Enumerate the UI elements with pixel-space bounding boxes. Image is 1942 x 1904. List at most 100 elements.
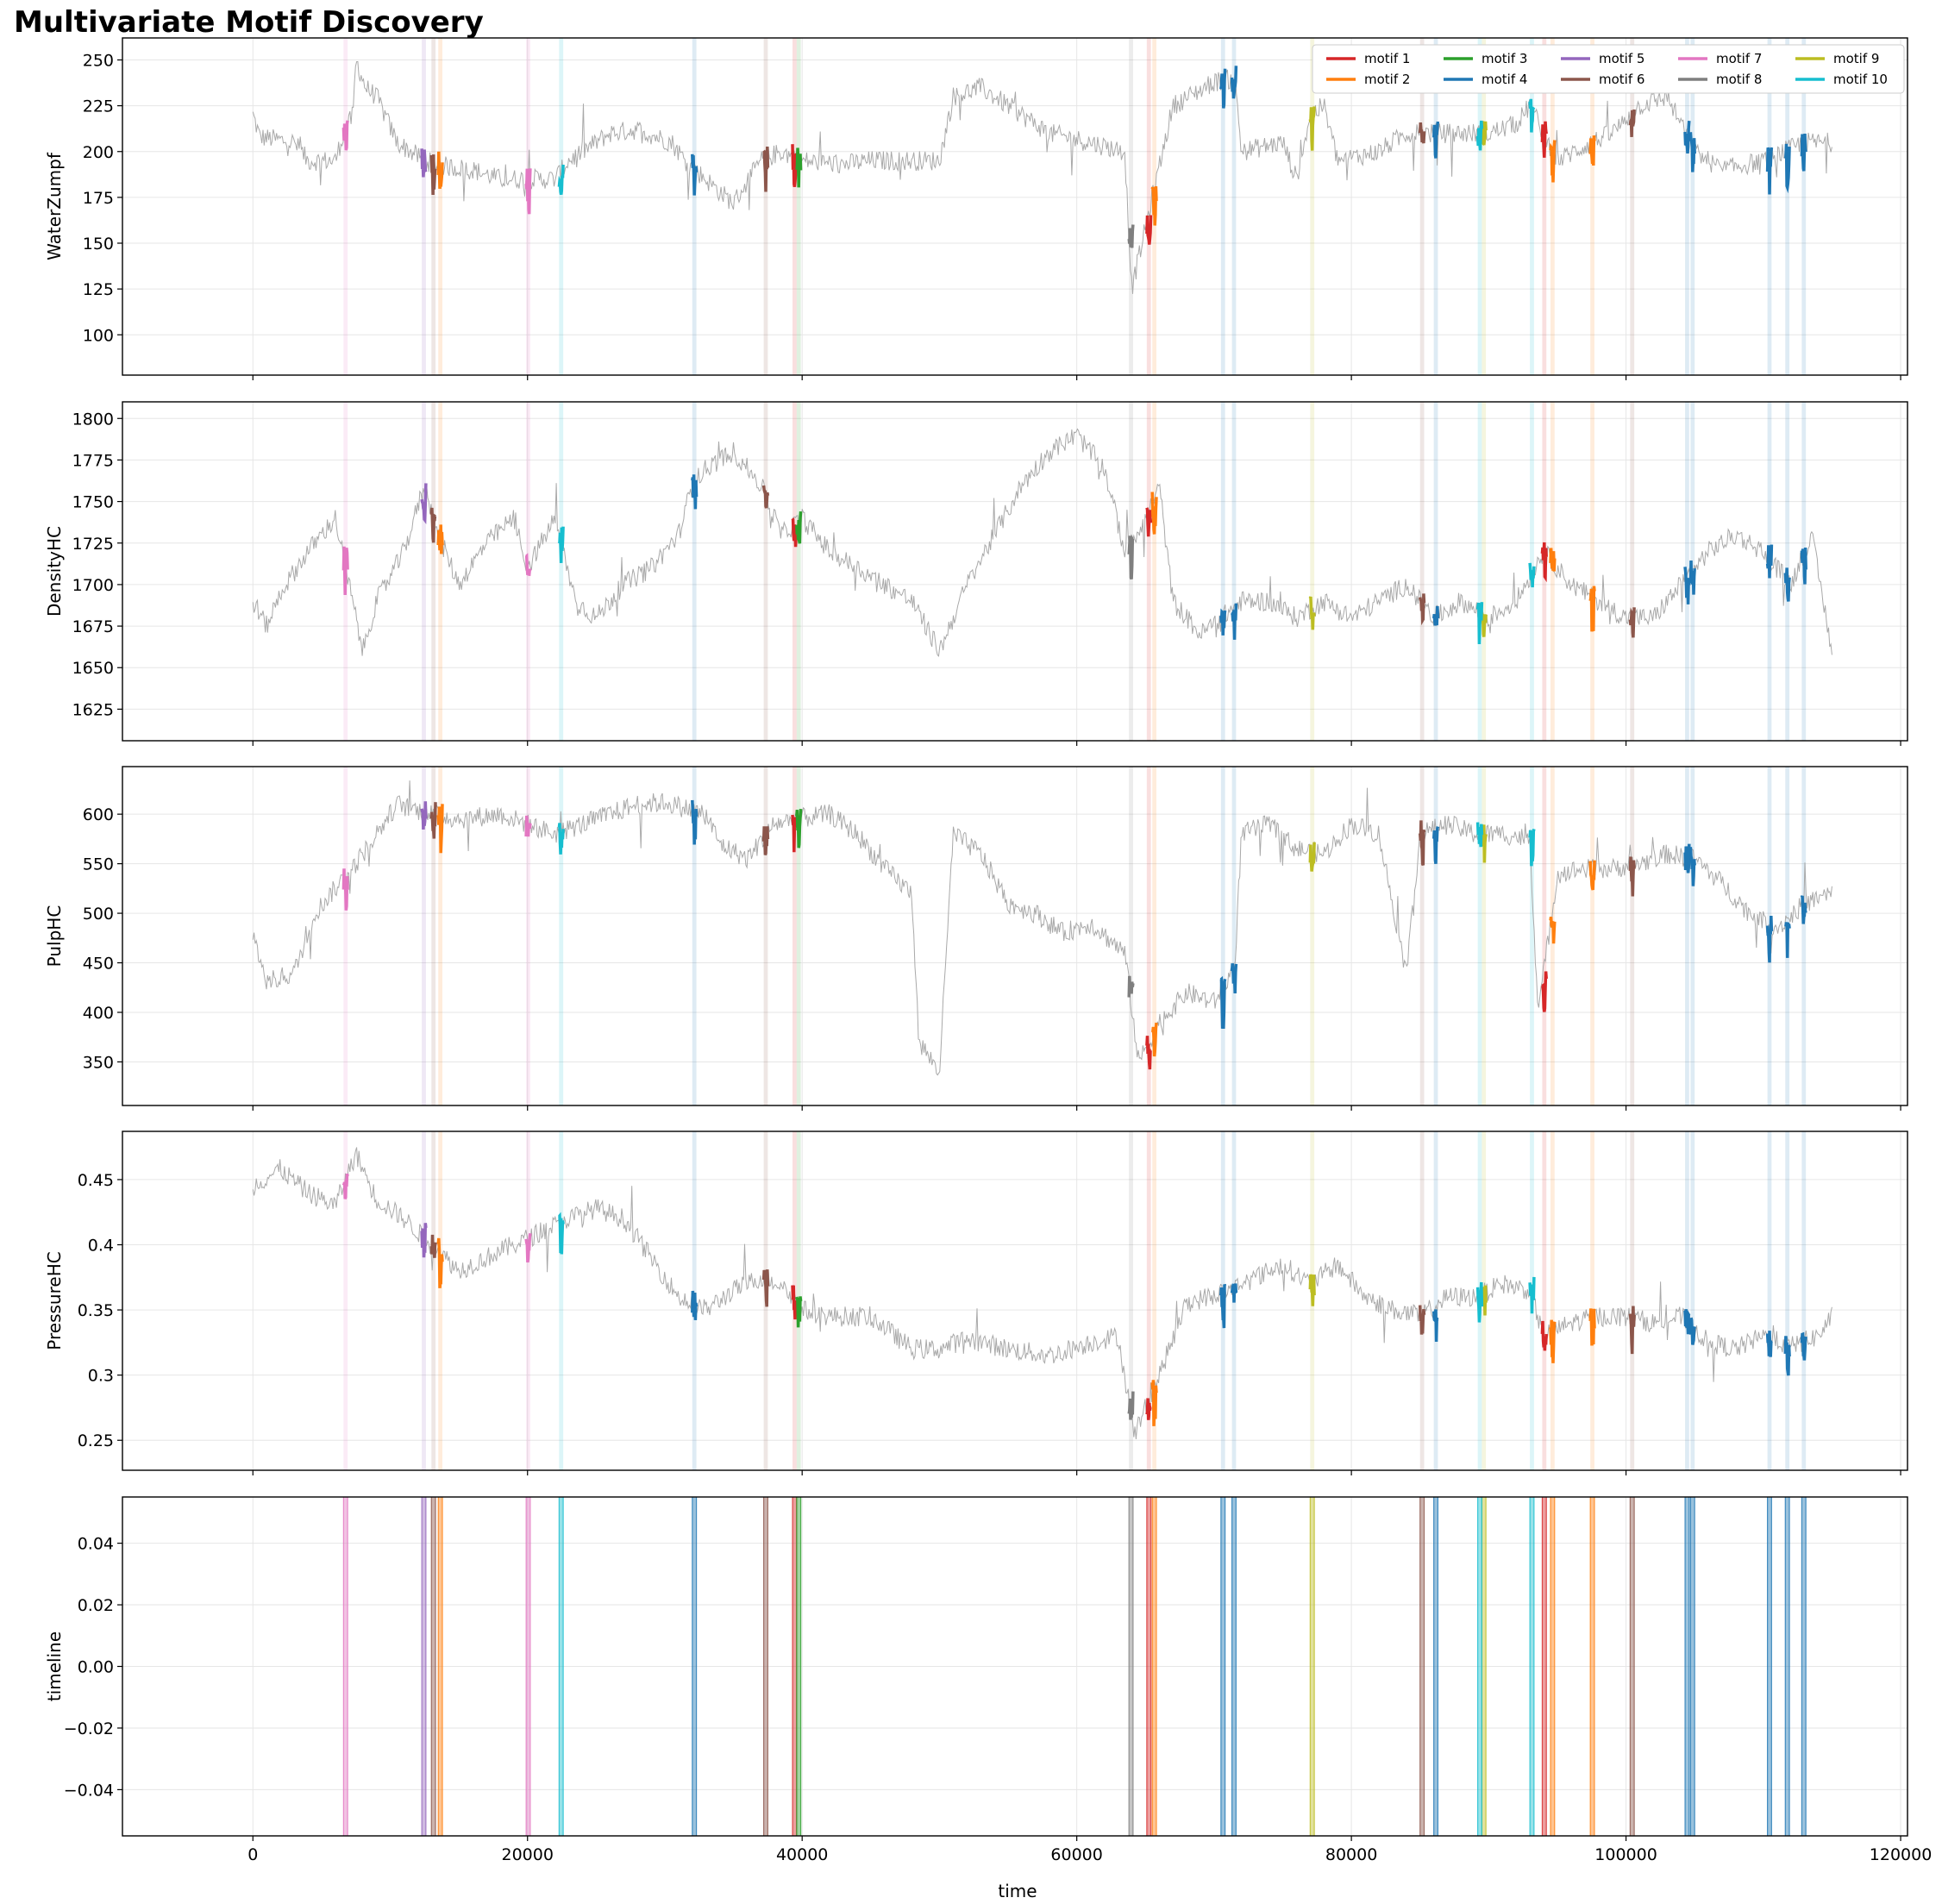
motif-span	[1685, 1497, 1689, 1836]
motif-span	[431, 1131, 436, 1470]
motif-span	[1152, 1131, 1157, 1470]
y-tick-label: 1675	[72, 617, 114, 636]
motif-segment	[1540, 121, 1548, 158]
motif-span	[1801, 1497, 1807, 1836]
motif-span	[1310, 767, 1315, 1105]
motif-segment	[1800, 1331, 1807, 1361]
y-tick-label: 500	[83, 905, 114, 924]
motif-span	[796, 38, 801, 375]
motif-segment	[1150, 492, 1158, 535]
y-tick-label: 200	[83, 143, 114, 162]
y-tick-label: 550	[83, 855, 114, 874]
motif-segment	[1145, 215, 1153, 245]
motif-span	[1590, 1131, 1594, 1470]
motif-segment	[1688, 561, 1696, 595]
motif-span	[1542, 38, 1547, 375]
y-axis-label: WaterZumpf	[44, 152, 65, 260]
motif-span	[1767, 1497, 1772, 1836]
y-tick-label: 150	[83, 235, 114, 254]
motif-span	[1477, 767, 1482, 1105]
motif-span	[692, 767, 697, 1105]
motif-span	[763, 402, 768, 741]
motif-span	[1590, 38, 1594, 375]
motif-span	[526, 1131, 530, 1470]
panel-frame	[122, 37, 1908, 376]
motif-span	[1685, 767, 1689, 1105]
panel-frame	[122, 401, 1908, 742]
y-tick-label: 400	[83, 1004, 114, 1023]
signal-line	[252, 780, 1832, 1076]
motif-segment	[691, 153, 698, 196]
panel-pressurehc: 0.25 0.3 0.35 0.4 0.45 PressureHC	[44, 1130, 1908, 1475]
y-axis-label: DensityHC	[44, 526, 65, 617]
motif-segment	[1145, 1398, 1152, 1420]
motif-segment	[1219, 68, 1227, 109]
motif-segment	[1588, 135, 1596, 166]
motif-segment	[436, 151, 444, 189]
motif-segment	[1418, 593, 1426, 626]
y-tick-label: 450	[83, 955, 114, 974]
motif-segment	[791, 1285, 799, 1320]
motif-span	[1542, 1131, 1547, 1470]
motif-span	[559, 402, 564, 741]
motif-segment	[795, 1296, 803, 1328]
x-axis-label: time	[998, 1881, 1037, 1901]
legend-label: motif 7	[1716, 51, 1762, 66]
motif-segment	[795, 808, 803, 849]
motif-span	[1477, 38, 1482, 375]
y-tick-label: 0.3	[88, 1367, 114, 1386]
y-tick-label: 0.4	[88, 1237, 114, 1256]
motif-span	[343, 767, 348, 1105]
motif-segment	[1688, 132, 1696, 172]
motif-span	[559, 767, 564, 1105]
motif-segment	[1308, 596, 1316, 630]
motif-segment	[1688, 847, 1696, 886]
motif-segment	[1145, 1036, 1152, 1070]
motif-span	[431, 767, 436, 1105]
motif-segment	[791, 517, 799, 548]
panel-content	[252, 402, 1832, 741]
motif-span	[1220, 402, 1225, 741]
motif-segment	[1230, 1283, 1238, 1303]
motif-span	[1152, 1497, 1157, 1836]
motif-segment	[341, 546, 349, 596]
motif-segment	[1783, 567, 1791, 602]
motif-span	[1801, 1131, 1807, 1470]
motif-segment	[691, 1290, 698, 1320]
motif-segment	[691, 474, 698, 510]
motif-segment	[1783, 1336, 1791, 1376]
y-tick-label: 225	[83, 97, 114, 116]
motif-segment	[1219, 608, 1227, 636]
motif-span	[1690, 767, 1695, 1105]
motif-span	[1146, 38, 1151, 375]
motif-span	[1482, 402, 1487, 741]
motif-span	[422, 767, 426, 1105]
y-tick-label: 1700	[72, 576, 114, 595]
x-tick-label: 0	[247, 1845, 258, 1864]
y-tick-label: 0.45	[78, 1171, 114, 1190]
motif-segment	[1588, 586, 1596, 632]
motif-segment	[1431, 826, 1440, 864]
motif-span	[1590, 402, 1594, 741]
motif-segment	[1800, 133, 1807, 172]
motif-span	[1542, 767, 1547, 1105]
motif-segment	[1127, 534, 1135, 580]
motif-span	[1152, 767, 1157, 1105]
motif-segment	[1475, 120, 1484, 151]
motif-span	[1482, 767, 1487, 1105]
motif-segment	[420, 148, 428, 178]
motif-segment	[1783, 143, 1791, 194]
motif-span	[792, 1497, 797, 1836]
motif-segment	[1683, 120, 1691, 154]
motif-segment	[341, 868, 349, 911]
motif-span	[1550, 1131, 1555, 1470]
motif-span	[1630, 1131, 1635, 1470]
motif-segment	[341, 1173, 349, 1199]
motif-span	[1220, 767, 1225, 1105]
panel-pulphc: 350 400 450 500 550 600 PulpHC	[44, 766, 1908, 1111]
motif-segment	[1549, 1319, 1557, 1363]
legend-label: motif 8	[1716, 72, 1762, 87]
y-tick-label: 0.25	[78, 1431, 114, 1450]
motif-span	[438, 402, 443, 741]
